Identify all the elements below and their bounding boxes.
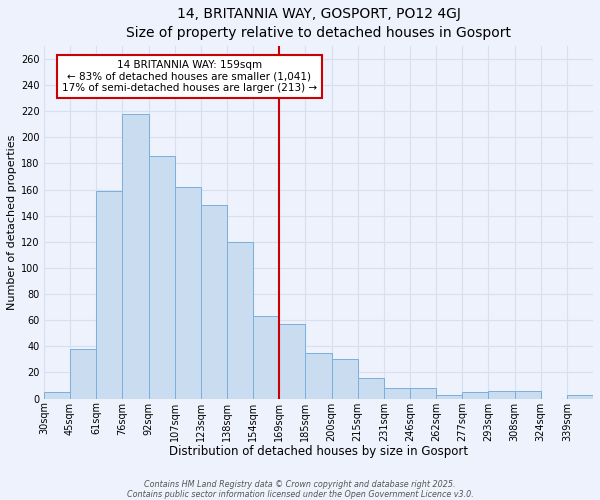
Bar (567, 394, 593, 398)
Text: Contains HM Land Registry data © Crown copyright and database right 2025.
Contai: Contains HM Land Registry data © Crown c… (127, 480, 473, 499)
Bar (515, 391, 541, 398)
Text: 14 BRITANNIA WAY: 159sqm
← 83% of detached houses are smaller (1,041)
17% of sem: 14 BRITANNIA WAY: 159sqm ← 83% of detach… (62, 60, 317, 93)
Bar (279, 324, 305, 398)
Bar (70, 349, 96, 399)
Y-axis label: Number of detached properties: Number of detached properties (7, 134, 17, 310)
Bar (149, 156, 175, 398)
Bar (332, 360, 358, 399)
X-axis label: Distribution of detached houses by size in Gosport: Distribution of detached houses by size … (169, 445, 468, 458)
Bar (463, 392, 488, 398)
Bar (436, 394, 463, 398)
Bar (305, 353, 332, 399)
Bar (201, 205, 227, 398)
Bar (410, 388, 436, 398)
Bar (96, 191, 122, 398)
Title: 14, BRITANNIA WAY, GOSPORT, PO12 4GJ
Size of property relative to detached house: 14, BRITANNIA WAY, GOSPORT, PO12 4GJ Siz… (126, 7, 511, 40)
Bar (175, 187, 201, 398)
Bar (384, 388, 410, 398)
Bar (253, 316, 279, 398)
Bar (122, 114, 149, 399)
Bar (488, 391, 515, 398)
Bar (44, 392, 70, 398)
Bar (227, 242, 253, 398)
Bar (358, 378, 384, 398)
